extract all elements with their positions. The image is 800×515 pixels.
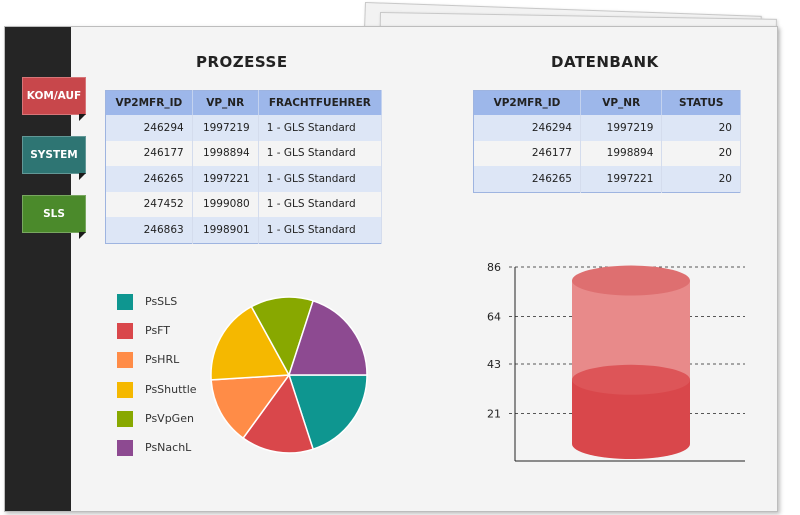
- table-row[interactable]: 246294 1997219 20: [473, 115, 741, 141]
- table-cell: 246177: [105, 140, 193, 166]
- y-tick-label: 21: [487, 408, 501, 421]
- legend-label: PsFT: [145, 324, 171, 338]
- column-header[interactable]: VP_NR: [192, 90, 259, 115]
- table-cell: 246863: [105, 217, 193, 243]
- legend-label: PsShuttle: [145, 382, 197, 396]
- y-tick-label: 64: [487, 311, 501, 324]
- table-cell: 1 - GLS Standard: [258, 166, 383, 192]
- column-header[interactable]: FRACHTFUEHRER: [258, 90, 383, 115]
- table-cell: 1997219: [192, 115, 259, 141]
- table-row[interactable]: 246294 1997219 1 - GLS Standard: [105, 115, 383, 141]
- column-header[interactable]: VP_NR: [580, 90, 663, 115]
- table-cell: 1997221: [580, 166, 663, 192]
- table-cell: 20: [661, 166, 741, 192]
- table-row[interactable]: 246863 1998901 1 - GLS Standard: [105, 217, 383, 243]
- prozesse-title: PROZESSE: [196, 53, 288, 71]
- legend-label: PsVpGen: [145, 411, 194, 425]
- legend-label: PsNachL: [145, 440, 192, 454]
- cylinder-fill-surface: [572, 364, 690, 395]
- table-cell: 1 - GLS Standard: [258, 217, 383, 243]
- table-cell: 1997219: [580, 115, 663, 141]
- table-row[interactable]: 246177 1998894 20: [473, 140, 741, 166]
- table-cell: 1 - GLS Standard: [258, 140, 383, 166]
- column-header[interactable]: VP2MFR_ID: [473, 90, 581, 115]
- legend-label: PsHRL: [145, 353, 180, 367]
- cylinder-filled-body: [572, 379, 690, 459]
- nav-button-sls[interactable]: SLS: [22, 195, 86, 239]
- table-header-row: VP2MFR_ID VP_NR STATUS: [473, 90, 741, 115]
- legend-item[interactable]: PsShuttle: [117, 381, 197, 411]
- nav-button-kom-auf[interactable]: KOM/AUF: [22, 77, 86, 121]
- pie-slice[interactable]: [242, 373, 315, 454]
- legend-swatch: [117, 352, 133, 369]
- column-header[interactable]: STATUS: [661, 90, 741, 115]
- pie-slice[interactable]: [210, 374, 291, 440]
- table-cell: 1 - GLS Standard: [258, 191, 383, 217]
- legend-label: PsSLS: [145, 295, 178, 308]
- legend-item[interactable]: PsFT: [117, 323, 197, 352]
- datenbank-title: DATENBANK: [551, 53, 659, 71]
- cylinder-gauge-chart: 21 43 64 86: [487, 261, 745, 462]
- pie-legend: PsSLS PsFT PsHRL PsShuttle PsVpGen PsNac…: [117, 294, 197, 469]
- legend-item[interactable]: PsHRL: [117, 352, 197, 381]
- table-row[interactable]: 246265 1997221 20: [473, 166, 741, 192]
- cylinder-empty-body: [572, 280, 690, 395]
- nav-button-system[interactable]: SYSTEM: [22, 136, 86, 180]
- legend-item[interactable]: PsNachL: [117, 439, 197, 469]
- table-row[interactable]: 246177 1998894 1 - GLS Standard: [105, 140, 383, 166]
- legend-swatch: [117, 410, 133, 427]
- dashboard-page: KOM/AUF SYSTEM SLS PROZESSE DATENBANK VP…: [4, 26, 778, 512]
- table-cell: 246294: [473, 115, 581, 141]
- table-cell: 20: [661, 140, 741, 166]
- column-header[interactable]: VP2MFR_ID: [105, 90, 193, 115]
- table-cell: 1998894: [192, 140, 259, 166]
- table-cell: 246294: [105, 115, 193, 141]
- legend-item[interactable]: PsSLS: [117, 294, 197, 323]
- table-cell: 246265: [473, 166, 581, 192]
- table-cell: 1998894: [580, 140, 663, 166]
- legend-swatch: [117, 439, 133, 456]
- legend-swatch: [117, 323, 133, 340]
- pie-slice[interactable]: [287, 299, 368, 376]
- table-cell: 1 - GLS Standard: [258, 115, 383, 141]
- legend-item[interactable]: PsVpGen: [117, 410, 197, 440]
- table-cell: 20: [661, 115, 741, 141]
- pie-slice[interactable]: [250, 296, 315, 377]
- legend-swatch: [117, 294, 133, 310]
- y-tick-label: 43: [487, 358, 501, 371]
- pie-slice[interactable]: [287, 374, 368, 451]
- table-row[interactable]: 246265 1997221 1 - GLS Standard: [105, 166, 383, 192]
- table-row[interactable]: 247452 1999080 1 - GLS Standard: [105, 191, 383, 217]
- pie-slice[interactable]: [210, 305, 291, 381]
- cylinder-top-cap: [572, 265, 690, 296]
- table-cell: 1997221: [192, 166, 259, 192]
- datenbank-table: VP2MFR_ID VP_NR STATUS 246294 1997219 20…: [473, 90, 741, 193]
- table-cell: 247452: [105, 191, 193, 217]
- y-tick-label: 86: [487, 261, 501, 274]
- pie-chart: [210, 296, 368, 454]
- legend-swatch: [117, 381, 133, 398]
- table-cell: 1998901: [192, 217, 259, 243]
- prozesse-table: VP2MFR_ID VP_NR FRACHTFUEHRER 246294 199…: [105, 90, 383, 244]
- table-cell: 1999080: [192, 191, 259, 217]
- table-cell: 246265: [105, 166, 193, 192]
- table-cell: 246177: [473, 140, 581, 166]
- table-header-row: VP2MFR_ID VP_NR FRACHTFUEHRER: [105, 90, 383, 115]
